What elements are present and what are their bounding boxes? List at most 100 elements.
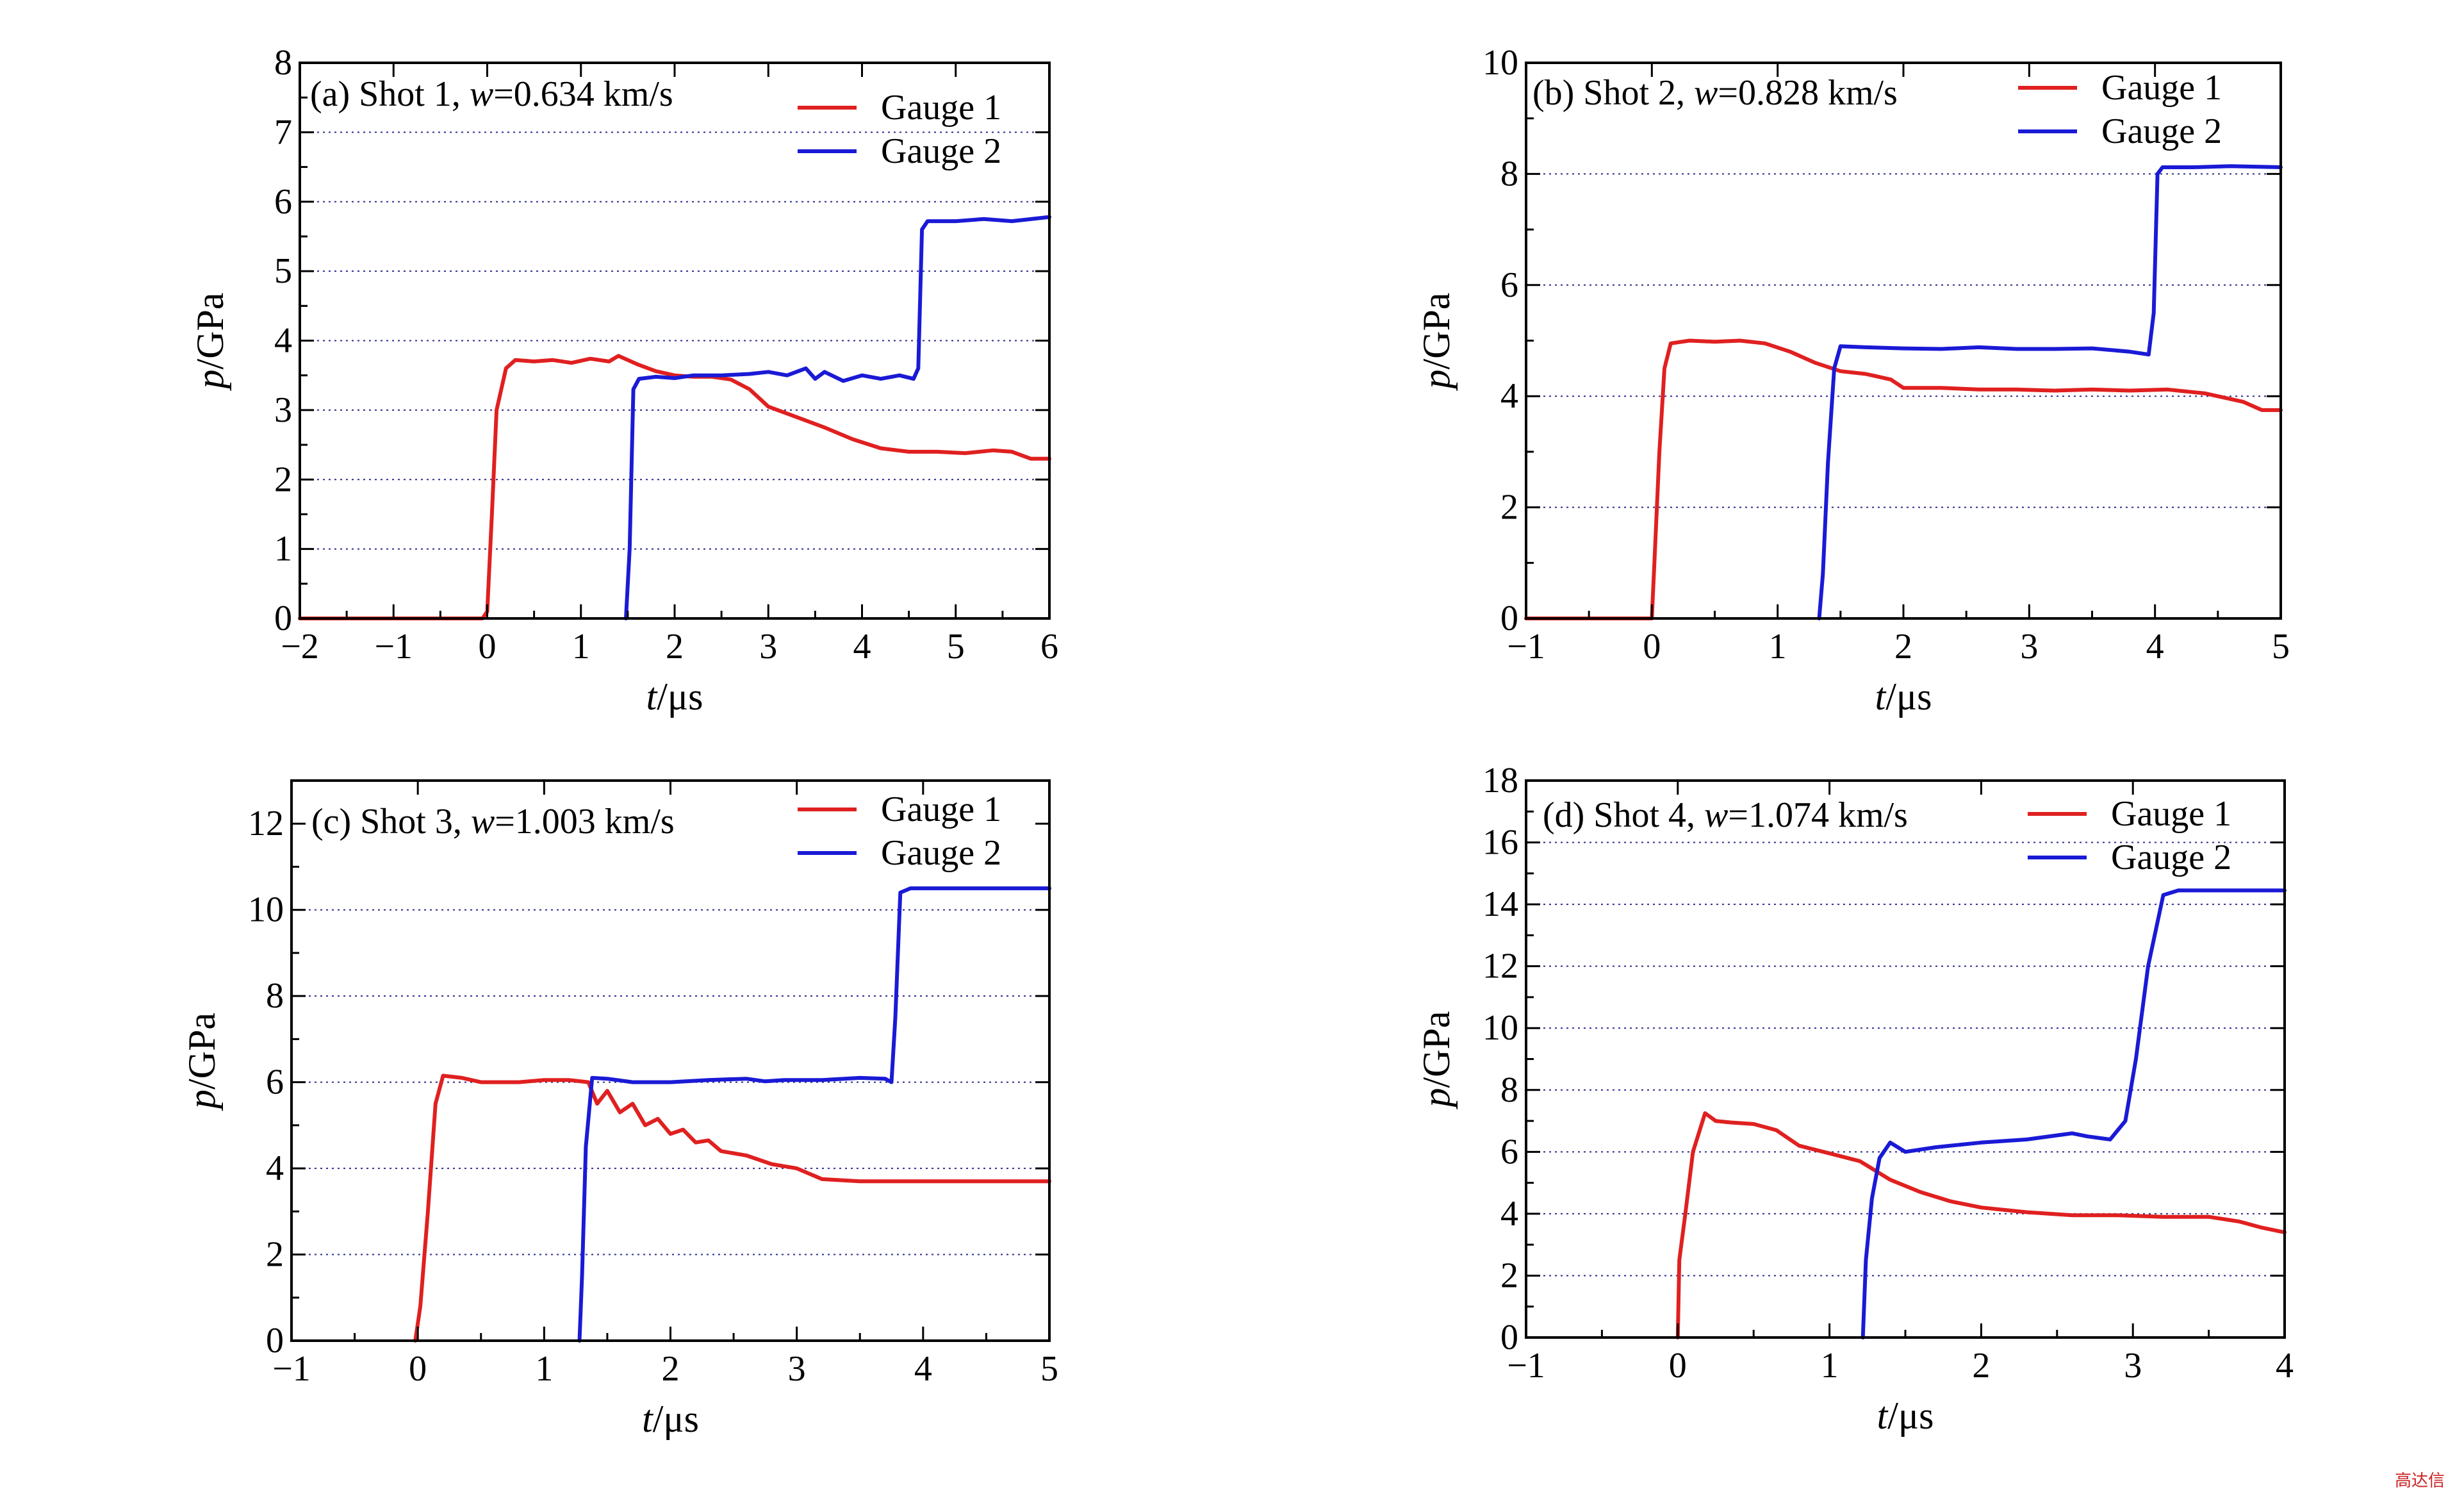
y-axis-unit: /GPa	[181, 1013, 223, 1089]
y-tick-label: 12	[1483, 947, 1518, 986]
y-tick-label: 10	[1483, 43, 1518, 83]
series-line-gauge-1	[413, 1073, 1051, 1343]
series-line-gauge-1	[1524, 338, 2283, 620]
series-line-gauge-2	[577, 886, 1051, 1343]
x-tick-label: −1	[1507, 627, 1545, 667]
panel-title-value: =1.074 km/s	[1728, 795, 1908, 835]
panel-title: (a) Shot 1, w=0.634 km/s	[310, 74, 673, 114]
x-axis-unit: /μs	[653, 1398, 699, 1440]
y-axis-variable: p	[189, 370, 231, 392]
y-axis-unit: /GPa	[1415, 1011, 1458, 1088]
series-line-gauge-1	[1675, 1111, 2287, 1339]
y-tick-label: 14	[1483, 884, 1518, 924]
y-tick-label: 4	[1500, 1194, 1518, 1234]
legend-label-gauge-2: Gauge 2	[2101, 112, 2222, 151]
y-tick-label: 3	[274, 390, 292, 430]
y-axis-title: p/GPa	[181, 1013, 223, 1111]
x-tick-label: 4	[853, 627, 871, 667]
panel-title-variable: w	[1704, 795, 1728, 835]
x-tick-label: 2	[662, 1349, 680, 1389]
y-axis-variable: p	[1415, 370, 1458, 392]
y-tick-label: 0	[1500, 1318, 1518, 1357]
panel-title-variable: w	[470, 74, 493, 114]
chart-panel-a: −2 −1 0 1 2 3 4 5 6 0 1 2 3 4 5 6 7 8 t/μs p/GPa (a) Shot 1,…	[189, 43, 1058, 718]
y-tick-label: 4	[1500, 376, 1518, 416]
x-tick-label: 1	[1769, 627, 1787, 667]
x-tick-label: 6	[1040, 627, 1058, 667]
y-tick-label: 8	[274, 43, 292, 83]
x-tick-label: 2	[666, 627, 684, 667]
y-tick-label: 8	[266, 976, 284, 1016]
x-tick-label: 0	[1669, 1346, 1687, 1386]
y-tick-label: 5	[274, 251, 292, 291]
y-tick-label: 7	[274, 112, 292, 152]
x-axis-title: t/μs	[1877, 1395, 1934, 1437]
x-tick-label: 5	[947, 627, 965, 667]
panel-title-prefix: (d) Shot 4,	[1543, 795, 1704, 835]
legend-label-gauge-1: Gauge 1	[2101, 68, 2222, 108]
panel-title-value: =0.634 km/s	[493, 74, 673, 114]
panel-title: (c) Shot 3, w=1.003 km/s	[311, 802, 675, 841]
y-tick-label: 6	[274, 182, 292, 222]
y-axis-title: p/GPa	[189, 293, 231, 392]
y-tick-label: 6	[1500, 1132, 1518, 1172]
x-tick-label: 0	[409, 1349, 427, 1389]
y-tick-label: 2	[266, 1235, 284, 1275]
x-tick-label: 2	[1972, 1346, 1990, 1386]
x-axis-unit: /μs	[1887, 1395, 1934, 1437]
y-tick-label: 2	[274, 460, 292, 499]
series-line-gauge-2	[1860, 888, 2287, 1339]
x-tick-label: −1	[272, 1349, 311, 1389]
x-axis-unit: /μs	[657, 675, 703, 718]
y-tick-label: 16	[1483, 823, 1518, 863]
x-tick-label: 5	[2272, 627, 2290, 667]
y-axis-unit: /GPa	[189, 293, 231, 370]
panel-title-variable: w	[1694, 73, 1718, 113]
y-tick-label: 0	[266, 1321, 284, 1361]
x-tick-label: 4	[2276, 1346, 2294, 1386]
y-tick-label: 4	[274, 321, 292, 361]
legend-label-gauge-1: Gauge 1	[881, 88, 1001, 128]
x-axis-variable: t	[646, 675, 658, 718]
x-axis-title: t/μs	[1875, 675, 1932, 718]
panel-title-variable: w	[471, 802, 495, 841]
y-tick-label: 8	[1500, 154, 1518, 194]
x-axis-variable: t	[1875, 675, 1887, 718]
legend-label-gauge-1: Gauge 1	[2111, 794, 2231, 834]
x-tick-label: 1	[572, 627, 590, 667]
series-line-gauge-1	[298, 354, 1051, 620]
x-axis-variable: t	[1877, 1395, 1889, 1437]
panel-title-prefix: (a) Shot 1,	[310, 74, 470, 114]
y-tick-label: 12	[248, 804, 284, 843]
x-tick-label: 4	[914, 1349, 932, 1389]
y-axis-variable: p	[1415, 1088, 1458, 1110]
series-line-gauge-2	[624, 215, 1051, 620]
y-tick-label: 6	[1500, 265, 1518, 305]
y-tick-label: 8	[1500, 1070, 1518, 1110]
x-axis-title: t/μs	[642, 1398, 699, 1440]
x-tick-label: 1	[535, 1349, 553, 1389]
x-tick-label: −2	[281, 627, 319, 667]
panel-title: (d) Shot 4, w=1.074 km/s	[1543, 795, 1908, 835]
x-tick-label: 3	[788, 1349, 806, 1389]
x-tick-label: 3	[2124, 1346, 2142, 1386]
x-tick-label: −1	[374, 627, 413, 667]
x-tick-label: 3	[759, 627, 777, 667]
x-tick-label: 1	[1821, 1346, 1839, 1386]
y-axis-title: p/GPa	[1415, 293, 1458, 392]
watermark-logo: 高达信	[2394, 1471, 2445, 1491]
x-axis-unit: /μs	[1885, 675, 1932, 718]
legend-label-gauge-1: Gauge 1	[881, 790, 1001, 829]
legend-label-gauge-2: Gauge 2	[881, 833, 1001, 873]
panel-title-prefix: (b) Shot 2,	[1532, 73, 1694, 113]
y-tick-label: 1	[274, 529, 292, 569]
x-tick-label: −1	[1507, 1346, 1545, 1386]
x-tick-label: 3	[2020, 627, 2038, 667]
x-axis-variable: t	[642, 1398, 653, 1440]
legend-label-gauge-2: Gauge 2	[881, 131, 1001, 171]
y-tick-label: 0	[1500, 599, 1518, 638]
